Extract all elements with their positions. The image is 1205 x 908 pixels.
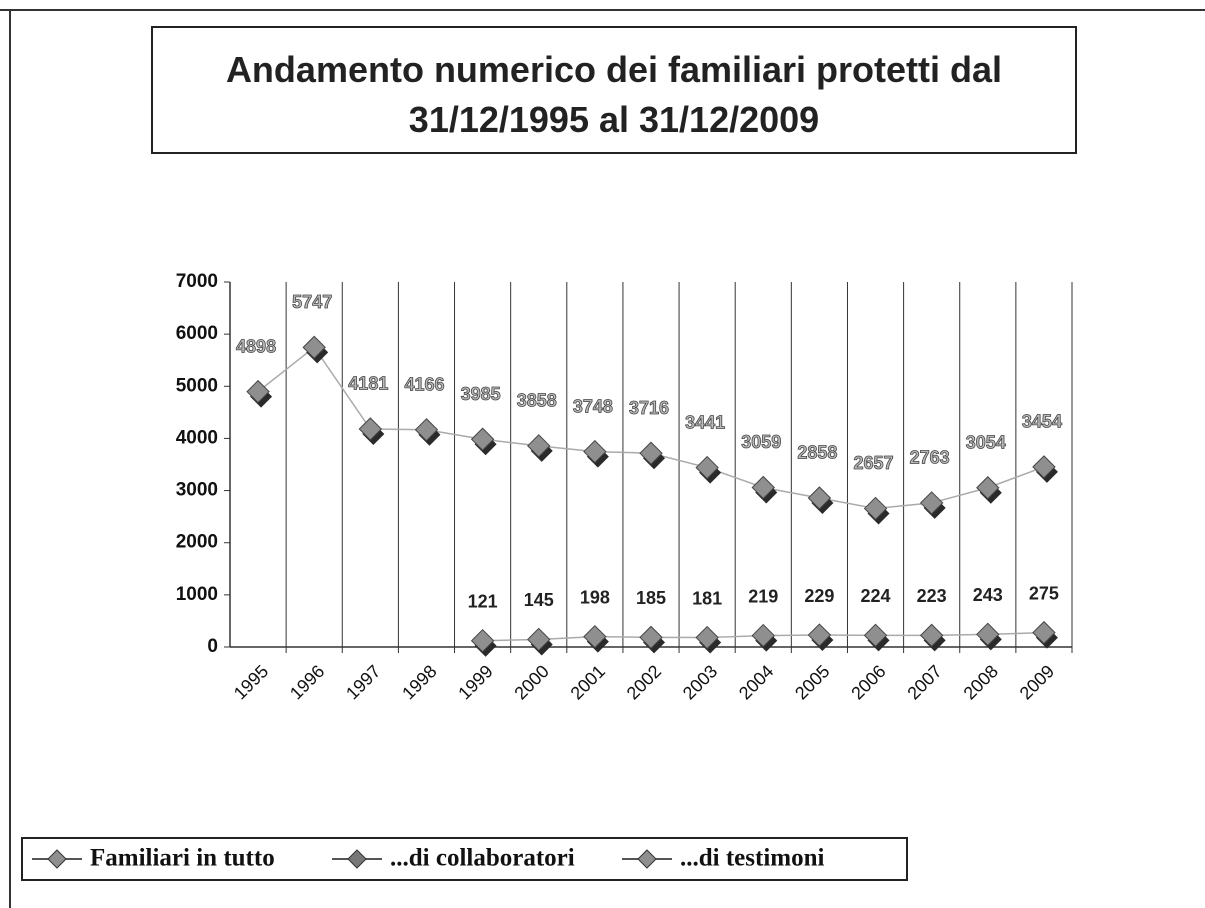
marker: [807, 486, 832, 510]
marker: [527, 627, 551, 652]
marker: [302, 335, 326, 360]
data-label: 275: [1029, 583, 1059, 603]
data-label: 185: [636, 588, 666, 608]
marker: [527, 434, 551, 458]
y-tick-label: 5000: [176, 375, 218, 396]
marker: [919, 491, 944, 515]
marker: [414, 418, 439, 442]
marker: [583, 624, 607, 649]
marker: [919, 623, 944, 648]
marker: [470, 628, 495, 653]
legend-label: ...di testimoni: [680, 845, 825, 872]
y-tick-label: 7000: [176, 271, 218, 292]
data-label: 2657: [854, 453, 894, 473]
x-tick-label: 1999: [454, 661, 496, 703]
chart-title: Andamento numerico dei familiari protett…: [226, 49, 1002, 140]
legend-marker: [47, 849, 67, 869]
y-tick-label: 2000: [176, 532, 218, 553]
data-label: 3454: [1022, 412, 1062, 432]
marker: [863, 623, 888, 648]
x-tick-label: 2000: [510, 661, 552, 703]
marker: [1032, 620, 1056, 645]
y-tick-label: 4000: [176, 427, 218, 448]
marker: [751, 623, 775, 648]
x-tick-label: 2009: [1016, 661, 1058, 703]
y-tick-label: 1000: [176, 584, 218, 605]
marker: [695, 455, 719, 480]
data-label: 3985: [461, 384, 501, 404]
marker: [807, 623, 832, 647]
marker: [695, 625, 719, 650]
data-label: 3716: [629, 398, 669, 418]
data-label: 4166: [404, 375, 444, 395]
marker: [470, 427, 495, 451]
marker: [1032, 455, 1056, 479]
x-tick-label: 2003: [679, 661, 721, 703]
data-label: 3441: [685, 412, 725, 432]
x-tick-label: 1996: [286, 661, 328, 703]
x-tick-label: 2005: [791, 661, 833, 703]
marker: [976, 622, 1000, 647]
legend-marker: [347, 849, 367, 869]
marker: [358, 417, 383, 441]
x-tick-label: 2006: [847, 661, 889, 703]
marker: [583, 439, 607, 464]
x-tick-label: 1997: [342, 661, 384, 703]
legend-label: Familiari in tutto: [90, 845, 275, 872]
data-label: 2858: [797, 443, 837, 463]
data-label: 3858: [517, 391, 557, 411]
x-tick-label: 1995: [230, 661, 272, 703]
marker: [639, 625, 663, 650]
x-tick-label: 2001: [567, 661, 609, 703]
data-label: 145: [524, 590, 554, 610]
data-label: 2763: [910, 448, 950, 468]
data-label: 3748: [573, 396, 613, 416]
data-label: 243: [973, 585, 1003, 605]
marker: [863, 496, 888, 521]
y-tick-label: 0: [207, 636, 218, 657]
data-label: 224: [861, 586, 891, 606]
data-label: 181: [692, 588, 722, 608]
x-tick-label: 1998: [398, 661, 440, 703]
data-label: 5747: [292, 292, 332, 312]
x-tick-label: 2007: [903, 661, 945, 703]
legend-box: [21, 837, 908, 881]
y-tick-label: 3000: [176, 480, 218, 501]
marker: [246, 379, 270, 404]
title-box: [151, 26, 1077, 154]
legend-label: ...di collaboratori: [390, 845, 575, 872]
data-label: 4898: [236, 336, 276, 356]
x-tick-label: 2008: [960, 661, 1002, 703]
x-tick-label: 2002: [623, 661, 665, 703]
legend-marker: [637, 849, 657, 869]
data-label: 219: [748, 586, 778, 606]
data-label: 223: [917, 586, 947, 606]
data-label: 4181: [348, 374, 388, 394]
data-label: 198: [580, 587, 610, 607]
marker: [976, 476, 1000, 500]
y-tick-label: 6000: [176, 323, 218, 344]
x-tick-label: 2004: [735, 661, 777, 703]
data-label: 229: [804, 586, 834, 606]
data-label: 3059: [741, 432, 781, 452]
marker: [639, 441, 663, 465]
data-label: 121: [468, 591, 498, 611]
marker: [751, 475, 775, 500]
data-label: 3054: [966, 433, 1006, 453]
